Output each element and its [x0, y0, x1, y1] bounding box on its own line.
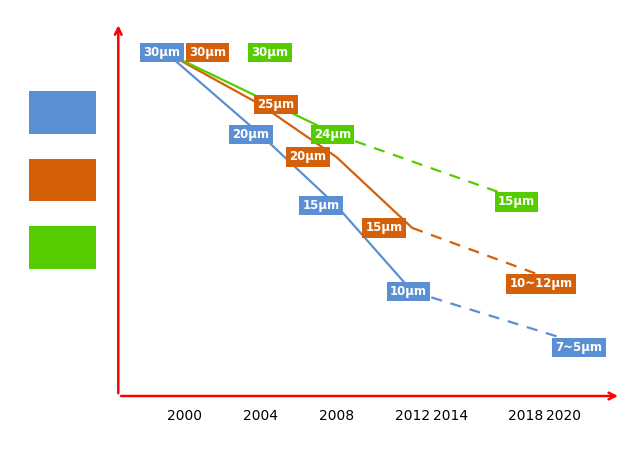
Text: 30μm: 30μm [252, 46, 289, 59]
Text: 20μm: 20μm [289, 150, 326, 163]
Text: 15μm: 15μm [365, 221, 403, 234]
Text: 30μm: 30μm [143, 46, 180, 59]
Text: MW: MW [45, 104, 80, 122]
Text: 10~12μm: 10~12μm [509, 278, 573, 290]
Text: 15μm: 15μm [303, 199, 340, 212]
Text: 10μm: 10μm [390, 285, 427, 298]
Text: 24μm: 24μm [314, 128, 351, 141]
Text: 20μm: 20μm [232, 128, 269, 141]
Text: 25μm: 25μm [257, 98, 294, 111]
Text: 30μm: 30μm [189, 46, 226, 59]
Text: 15μm: 15μm [498, 195, 535, 208]
Text: LW: LW [49, 171, 76, 189]
Text: B: B [56, 238, 68, 256]
Text: 7~5μm: 7~5μm [556, 341, 603, 354]
